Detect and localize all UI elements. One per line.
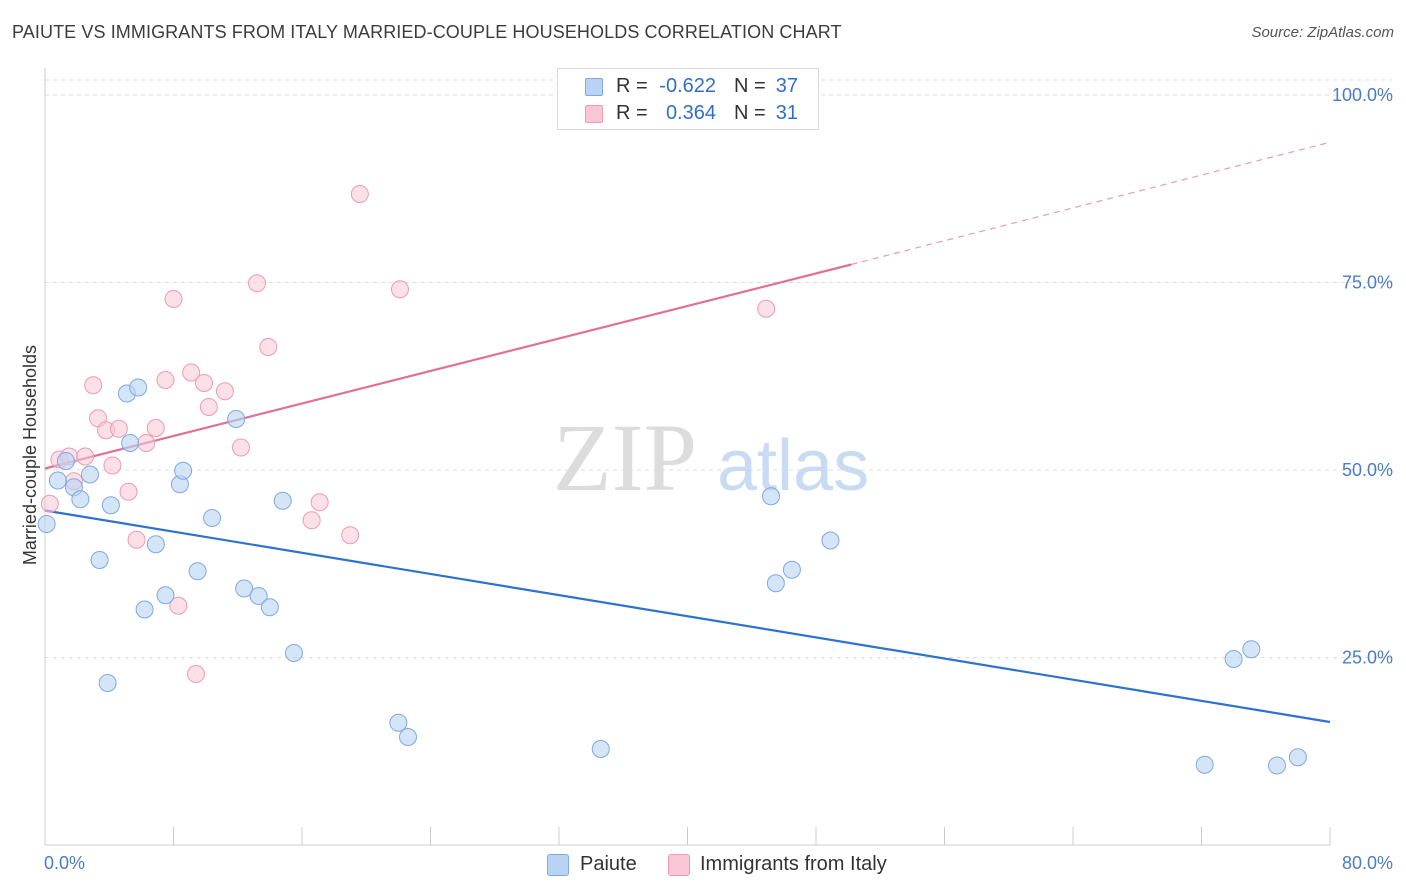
- italy-trend-line: [44, 263, 852, 470]
- italy-legend-swatch: [668, 854, 690, 876]
- watermark-zip: ZIP: [553, 404, 697, 511]
- paiute-point: [227, 410, 246, 428]
- r-value: 0.364: [665, 102, 716, 124]
- italy-point: [195, 374, 214, 392]
- italy-point: [248, 274, 267, 293]
- paiute-point: [188, 562, 207, 581]
- paiute-point: [146, 535, 165, 554]
- italy-point: [231, 438, 250, 457]
- italy-legend-label: Immigrants from Italy: [700, 853, 887, 875]
- paiute-point: [782, 560, 801, 579]
- x-tick-label: 0.0%: [44, 853, 85, 873]
- paiute-point: [156, 586, 175, 605]
- paiute-point: [389, 713, 408, 732]
- paiute-point: [273, 491, 292, 510]
- n-label: N =: [734, 102, 766, 124]
- data-points: [37, 185, 1307, 775]
- italy-swatch: [585, 105, 603, 123]
- paiute-point: [821, 531, 840, 550]
- paiute-point: [174, 461, 193, 480]
- paiute-point: [1195, 755, 1214, 774]
- italy-point: [199, 398, 218, 416]
- r-value: -0.622: [659, 75, 716, 97]
- paiute-point: [591, 740, 610, 758]
- paiute-point: [235, 579, 254, 598]
- stats-legend-row-italy: R = 0.364 N = 31: [558, 100, 818, 128]
- italy-point: [259, 338, 278, 356]
- paiute-point: [37, 515, 56, 533]
- italy-point: [310, 493, 329, 512]
- italy-point: [757, 299, 776, 318]
- watermark: ZIP atlas: [553, 404, 869, 511]
- paiute-legend-swatch: [547, 854, 569, 876]
- italy-point: [109, 419, 128, 438]
- n-label: N =: [734, 75, 766, 97]
- italy-point: [341, 526, 360, 545]
- grid-lines: [45, 79, 1392, 658]
- stats-legend-row-paiute: R = -0.622 N = 37: [558, 73, 818, 101]
- paiute-point: [101, 496, 120, 515]
- italy-point: [127, 530, 146, 549]
- paiute-point: [260, 598, 279, 617]
- paiute-trend-line: [44, 509, 1331, 724]
- paiute-point: [56, 452, 75, 470]
- italy-point: [350, 185, 369, 203]
- paiute-point: [48, 471, 67, 490]
- italy-trend-extension: [851, 141, 1331, 266]
- watermark-atlas: atlas: [717, 426, 869, 506]
- axes: [44, 68, 1331, 846]
- paiute-legend-label: Paiute: [580, 853, 637, 875]
- italy-point: [156, 371, 175, 389]
- n-value: 31: [775, 102, 798, 124]
- paiute-point: [135, 600, 154, 619]
- stats-legend: R = -0.622 N = 37 R = 0.364 N = 31: [557, 68, 819, 130]
- italy-point: [137, 434, 156, 452]
- y-tick-label: 25.0%: [1342, 648, 1393, 668]
- italy-point: [182, 363, 201, 382]
- paiute-point: [762, 487, 781, 506]
- paiute-swatch: [585, 78, 603, 96]
- paiute-point: [80, 465, 99, 484]
- chart-title: PAIUTE VS IMMIGRANTS FROM ITALY MARRIED-…: [12, 22, 842, 42]
- italy-point: [119, 482, 138, 501]
- x-tick-label: 80.0%: [1342, 853, 1393, 873]
- paiute-point: [71, 490, 90, 509]
- italy-point: [390, 280, 409, 299]
- paiute-point: [121, 434, 140, 452]
- tick-labels: 25.0% 50.0% 75.0% 100.0% 0.0% 80.0%: [44, 85, 1393, 873]
- paiute-point: [1288, 748, 1307, 767]
- italy-point: [169, 596, 188, 615]
- paiute-point: [284, 644, 303, 662]
- y-tick-label: 50.0%: [1342, 460, 1393, 480]
- italy-point: [76, 447, 95, 466]
- r-label: R =: [616, 75, 648, 97]
- paiute-point: [1267, 756, 1286, 775]
- italy-point: [186, 665, 205, 683]
- paiute-point: [399, 728, 418, 746]
- y-tick-label: 75.0%: [1342, 273, 1393, 293]
- italy-point: [103, 456, 122, 475]
- paiute-point: [766, 574, 785, 593]
- n-value: 37: [775, 75, 798, 97]
- trend-lines: [44, 141, 1331, 724]
- paiute-point: [249, 587, 268, 605]
- italy-point: [40, 494, 59, 513]
- paiute-point: [203, 509, 222, 527]
- paiute-point: [98, 674, 117, 692]
- paiute-point: [129, 378, 148, 397]
- italy-point: [215, 382, 234, 401]
- italy-point: [146, 419, 165, 437]
- paiute-point: [1242, 640, 1261, 659]
- series-legend: Paiute Immigrants from Italy: [0, 852, 1406, 878]
- r-label: R =: [616, 102, 648, 124]
- y-tick-label: 100.0%: [1332, 85, 1393, 105]
- source-label: Source: ZipAtlas.com: [1251, 24, 1394, 41]
- italy-point: [84, 376, 103, 395]
- paiute-point: [1224, 650, 1243, 668]
- y-axis-label: Married-couple Households: [20, 345, 40, 565]
- italy-point: [302, 511, 321, 530]
- paiute-point: [90, 551, 109, 569]
- italy-point: [164, 290, 183, 308]
